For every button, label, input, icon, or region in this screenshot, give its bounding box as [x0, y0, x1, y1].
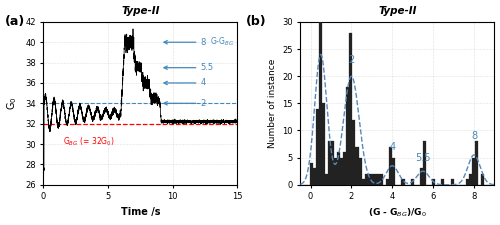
Bar: [386, 179, 389, 185]
Bar: [377, 174, 380, 185]
Bar: [442, 179, 444, 185]
Bar: [362, 179, 364, 185]
Bar: [346, 87, 350, 185]
Text: 8: 8: [200, 38, 206, 47]
Bar: [352, 120, 356, 185]
Bar: [358, 158, 362, 185]
Text: (b): (b): [246, 15, 266, 28]
Text: 4: 4: [389, 142, 396, 152]
Bar: [328, 141, 331, 185]
Bar: [343, 152, 346, 185]
Bar: [340, 158, 343, 185]
Bar: [334, 158, 337, 185]
Bar: [322, 103, 325, 185]
Bar: [337, 152, 340, 185]
Bar: [450, 179, 454, 185]
Bar: [432, 179, 435, 185]
Bar: [410, 179, 414, 185]
Bar: [371, 174, 374, 185]
Text: 5.5: 5.5: [415, 153, 430, 163]
Bar: [466, 179, 469, 185]
Bar: [312, 169, 316, 185]
Y-axis label: Number of instance: Number of instance: [268, 59, 276, 148]
Text: 2: 2: [200, 99, 206, 108]
Bar: [472, 158, 475, 185]
Bar: [475, 141, 478, 185]
Bar: [402, 179, 404, 185]
Title: Type-II: Type-II: [121, 6, 160, 16]
Y-axis label: G$_0$: G$_0$: [6, 97, 20, 110]
Bar: [481, 174, 484, 185]
Bar: [325, 174, 328, 185]
Bar: [380, 174, 383, 185]
X-axis label: Time /s: Time /s: [120, 207, 160, 217]
Bar: [318, 16, 322, 185]
Text: 8: 8: [471, 131, 477, 141]
Bar: [423, 141, 426, 185]
Text: 4: 4: [200, 79, 206, 88]
Text: 2: 2: [348, 55, 354, 65]
Title: Type-II: Type-II: [378, 6, 416, 16]
Bar: [331, 141, 334, 185]
X-axis label: (G - G$_{BG}$)/G$_0$: (G - G$_{BG}$)/G$_0$: [368, 207, 427, 219]
Text: G-G$_{BG}$: G-G$_{BG}$: [210, 36, 234, 49]
Text: 5.5: 5.5: [200, 63, 213, 72]
Bar: [316, 109, 318, 185]
Bar: [350, 33, 352, 185]
Bar: [310, 163, 312, 185]
Bar: [356, 147, 358, 185]
Bar: [364, 174, 368, 185]
Bar: [374, 174, 377, 185]
Bar: [420, 169, 423, 185]
Text: G$_{BG}$ (= 32G$_0$): G$_{BG}$ (= 32G$_0$): [62, 136, 114, 149]
Bar: [368, 174, 371, 185]
Bar: [389, 147, 392, 185]
Bar: [469, 174, 472, 185]
Bar: [392, 158, 396, 185]
Text: (a): (a): [4, 15, 24, 28]
